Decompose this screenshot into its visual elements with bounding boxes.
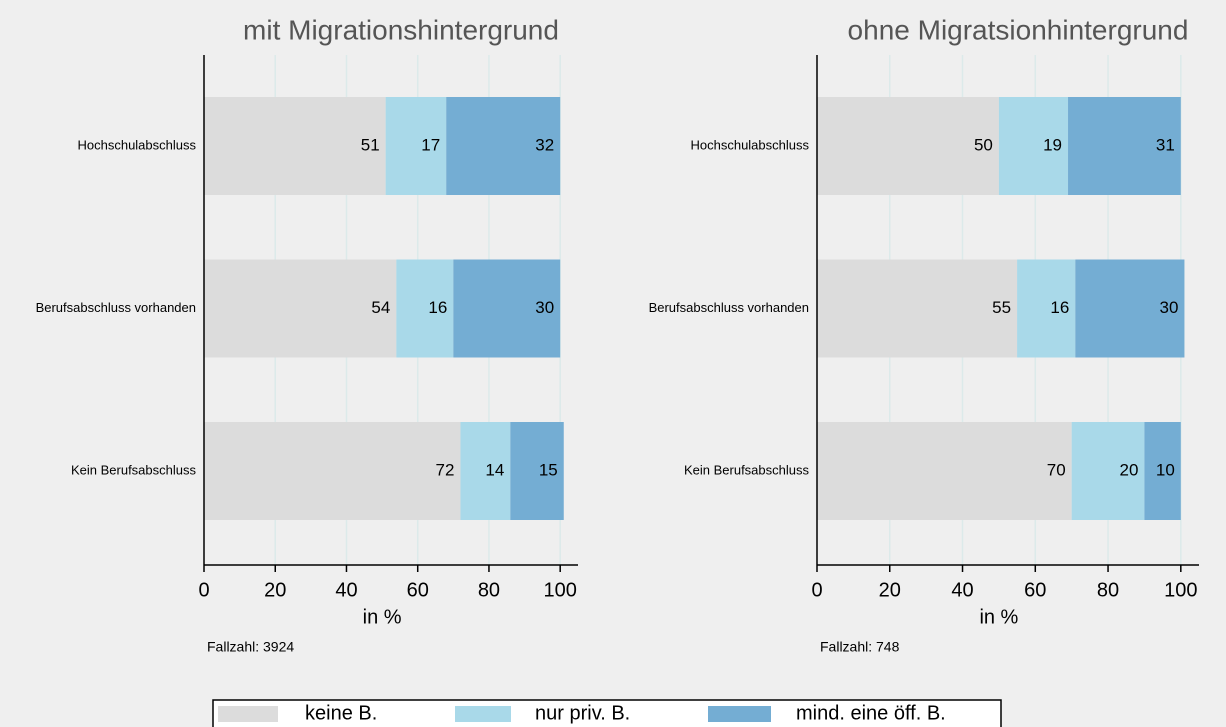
panel-title: ohne Migratsionhintergrund [848,14,1189,45]
value-label: 10 [1156,460,1175,479]
value-label: 16 [1050,298,1069,317]
bar-segment [510,422,564,520]
value-label: 30 [1160,298,1179,317]
category-label: Berufsabschluss vorhanden [649,300,809,315]
value-label: 20 [1120,460,1139,479]
value-label: 14 [485,460,504,479]
bar-segment [446,97,561,195]
value-label: 50 [974,135,993,154]
category-label: Kein Berufsabschluss [684,462,810,477]
note: Fallzahl: 3924 [207,639,294,655]
x-tick-label: 100 [544,579,577,601]
x-axis-label: in % [363,606,402,628]
bar-segment [396,259,454,358]
x-tick-label: 100 [1164,579,1197,601]
value-label: 32 [535,135,554,154]
value-label: 19 [1043,135,1062,154]
value-label: 54 [371,298,390,317]
bar-segment [453,259,561,358]
bar-segment [817,259,1018,358]
value-label: 55 [992,298,1011,317]
bar-segment [1017,259,1076,358]
x-tick-label: 40 [951,579,973,601]
category-label: Kein Berufsabschluss [71,462,197,477]
note: Fallzahl: 748 [820,639,900,655]
value-label: 17 [421,135,440,154]
legend-label: keine B. [305,702,377,724]
bar-segment [1075,259,1185,358]
value-label: 30 [535,298,554,317]
x-tick-label: 0 [811,579,822,601]
value-label: 70 [1047,460,1066,479]
bar-segment [204,259,397,358]
panel-title: mit Migrationshintergrund [243,14,559,45]
bar-segment [1071,422,1145,520]
bar-segment [998,97,1069,195]
value-label: 15 [539,460,558,479]
legend-box [212,699,1002,727]
legend-label: mind. eine öff. B. [796,702,946,724]
x-tick-label: 80 [478,579,500,601]
bar-segment [204,422,461,520]
x-tick-label: 60 [407,579,429,601]
bar-segment [817,97,999,195]
bar-segment [385,97,447,195]
legend-swatch [708,706,771,722]
legend-swatch [455,706,511,722]
x-tick-label: 20 [879,579,901,601]
category-label: Hochschulabschluss [77,137,196,152]
value-label: 72 [436,460,455,479]
bar-segment [1068,97,1181,195]
x-tick-label: 60 [1024,579,1046,601]
bar-segment [817,422,1072,520]
category-label: Hochschulabschluss [690,137,809,152]
bar-segment [460,422,511,520]
x-tick-label: 80 [1097,579,1119,601]
x-tick-label: 20 [264,579,286,601]
legend-label: nur priv. B. [535,702,630,724]
x-tick-label: 0 [198,579,209,601]
legend-swatch [218,706,278,722]
value-label: 16 [428,298,447,317]
bar-segment [1144,422,1181,520]
value-label: 31 [1156,135,1175,154]
value-label: 51 [361,135,380,154]
category-label: Berufsabschluss vorhanden [36,300,196,315]
x-tick-label: 40 [335,579,357,601]
x-axis-label: in % [979,606,1018,628]
bar-segment [204,97,386,195]
